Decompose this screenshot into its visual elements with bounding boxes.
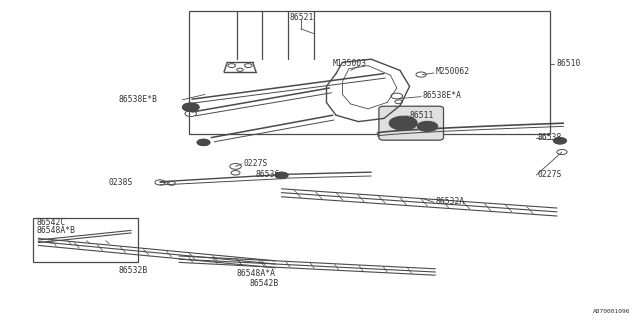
Text: 86538E*B: 86538E*B	[118, 95, 157, 104]
Circle shape	[389, 116, 417, 130]
Text: 0238S: 0238S	[109, 178, 133, 187]
Text: 86548A*A: 86548A*A	[237, 269, 276, 278]
Text: 86510: 86510	[557, 60, 581, 68]
Circle shape	[554, 138, 566, 144]
Text: A870001096: A870001096	[593, 309, 630, 314]
Text: 86542B: 86542B	[250, 279, 279, 288]
Circle shape	[182, 103, 199, 111]
Text: 86511: 86511	[410, 111, 434, 120]
Text: M135003: M135003	[333, 60, 367, 68]
FancyBboxPatch shape	[379, 106, 444, 140]
Text: 86532A: 86532A	[435, 197, 465, 206]
Text: 86532B: 86532B	[118, 266, 148, 275]
Text: 86548A*B: 86548A*B	[36, 226, 76, 235]
Text: 86542C: 86542C	[36, 218, 66, 227]
Text: 86538E*A: 86538E*A	[422, 92, 461, 100]
Text: 0227S: 0227S	[538, 170, 562, 179]
Circle shape	[197, 139, 210, 146]
Bar	[33, 218, 138, 262]
Text: M250062: M250062	[435, 68, 469, 76]
Circle shape	[417, 121, 438, 132]
Text: 86538: 86538	[538, 133, 562, 142]
Circle shape	[275, 172, 288, 179]
Bar	[189, 11, 550, 134]
Text: 86521: 86521	[289, 13, 314, 22]
Text: 86536: 86536	[256, 170, 280, 179]
Text: 0227S: 0227S	[243, 159, 268, 168]
